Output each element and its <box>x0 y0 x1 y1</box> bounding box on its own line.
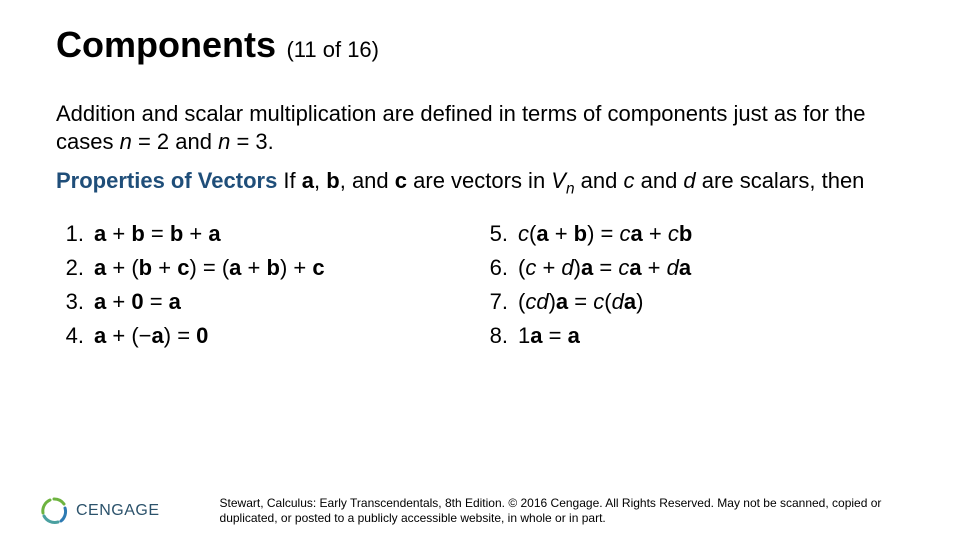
vec-b: b <box>326 168 339 193</box>
property-expression: (cd)a = c(da) <box>518 285 643 319</box>
properties-list-right: 5. c(a + b) = ca + cb 6. (c + d)a = ca + da… <box>480 217 904 353</box>
properties-columns: 1. a + b = b + a 2. a + (b + c) = (a + b) +… <box>56 217 904 353</box>
var-n-2: n <box>218 129 230 154</box>
publisher-name: CENGAGE <box>76 502 160 520</box>
page-counter: (11 of 16) <box>286 37 379 62</box>
property-expression: c(a + b) = ca + cb <box>518 217 692 251</box>
property-item: 5. c(a + b) = ca + cb <box>480 217 904 251</box>
scalar-d: d <box>683 168 695 193</box>
comma-2: , <box>340 168 352 193</box>
property-item: 2. a + (b + c) = (a + b) + c <box>56 251 480 285</box>
var-n: n <box>120 129 132 154</box>
comma-1: , <box>314 168 326 193</box>
property-item: 8. 1a = a <box>480 319 904 353</box>
intro-text-3: = 3. <box>230 129 273 154</box>
property-number: 7. <box>480 285 508 319</box>
properties-list-left: 1. a + b = b + a 2. a + (b + c) = (a + b) +… <box>56 217 480 353</box>
slide: Components (11 of 16) Addition and scala… <box>0 0 960 540</box>
property-expression: a + (b + c) = (a + b) + c <box>94 251 325 285</box>
properties-col-left: 1. a + b = b + a 2. a + (b + c) = (a + b) +… <box>56 217 480 353</box>
page-title: Components <box>56 24 276 65</box>
property-expression: a + 0 = a <box>94 285 181 319</box>
property-expression: (c + d)a = ca + da <box>518 251 691 285</box>
property-number: 3. <box>56 285 84 319</box>
copyright-text: Stewart, Calculus: Early Transcendentals… <box>160 496 940 526</box>
property-number: 8. <box>480 319 508 353</box>
text-and-2: and <box>575 168 624 193</box>
sub-n: n <box>566 180 575 197</box>
vec-c: c <box>395 168 407 193</box>
properties-label: Properties of Vectors <box>56 168 277 193</box>
text-if: If <box>277 168 301 193</box>
scalar-c: c <box>623 168 634 193</box>
footer: CENGAGE Stewart, Calculus: Early Transce… <box>0 496 960 526</box>
property-item: 7. (cd)a = c(da) <box>480 285 904 319</box>
property-item: 3. a + 0 = a <box>56 285 480 319</box>
intro-line-2: Properties of Vectors If a, b, and c are… <box>56 167 904 199</box>
title-row: Components (11 of 16) <box>56 24 904 66</box>
property-item: 1. a + b = b + a <box>56 217 480 251</box>
property-expression: a + (−a) = 0 <box>94 319 208 353</box>
property-number: 4. <box>56 319 84 353</box>
property-number: 1. <box>56 217 84 251</box>
property-item: 4. a + (−a) = 0 <box>56 319 480 353</box>
intro-text-2: = 2 and <box>132 129 218 154</box>
properties-col-right: 5. c(a + b) = ca + cb 6. (c + d)a = ca + da… <box>480 217 904 353</box>
intro-line-1: Addition and scalar multiplication are d… <box>56 100 904 155</box>
property-expression: 1a = a <box>518 319 580 353</box>
vec-a: a <box>302 168 314 193</box>
text-and-3: and <box>634 168 683 193</box>
property-expression: a + b = b + a <box>94 217 221 251</box>
text-and-1: and <box>352 168 395 193</box>
cengage-icon <box>40 497 68 525</box>
property-number: 6. <box>480 251 508 285</box>
publisher-logo: CENGAGE <box>40 497 160 525</box>
property-item: 6. (c + d)a = ca + da <box>480 251 904 285</box>
space-V: V <box>551 168 566 193</box>
text-arevec: are vectors in <box>407 168 551 193</box>
text-arescal: are scalars, then <box>696 168 865 193</box>
property-number: 2. <box>56 251 84 285</box>
property-number: 5. <box>480 217 508 251</box>
